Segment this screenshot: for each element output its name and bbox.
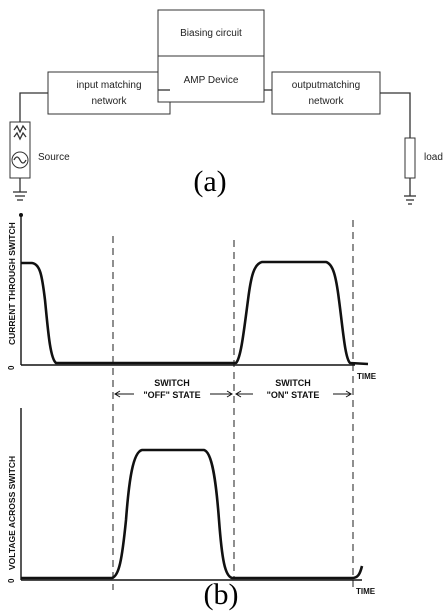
current-time-label: TIME [357, 372, 377, 381]
current-origin-label: 0 [7, 365, 16, 370]
biasing-circuit-label: Biasing circuit [180, 28, 242, 39]
current-y-title: CURRENT THROUGH SWITCH [7, 222, 17, 345]
voltage-y-title: VOLTAGE ACROSS SWITCH [7, 456, 17, 570]
biasing-circuit-block [157, 9, 265, 57]
input-matching-label-line2: network [91, 96, 127, 107]
voltage-plot: VOLTAGE ACROSS SWITCH 0 TIME [7, 408, 376, 596]
voltage-origin-label: 0 [7, 578, 16, 583]
output-matching-block [271, 71, 381, 115]
source-symbol [9, 121, 31, 201]
off-state-arrow [114, 390, 233, 398]
off-state-line1: SWITCH [154, 378, 190, 388]
voltage-waveform [21, 448, 364, 580]
wire-source-to-input [19, 92, 48, 122]
voltage-time-label: TIME [356, 587, 376, 596]
state-annotations: SWITCH "OFF" STATE SWITCH "ON" STATE [114, 378, 352, 400]
wire-output-to-load [380, 92, 411, 138]
on-state-line1: SWITCH [275, 378, 311, 388]
on-state-line2: "ON" STATE [267, 390, 320, 400]
current-waveform [21, 260, 369, 366]
amp-device-label: AMP Device [184, 75, 239, 86]
amp-device-block [157, 55, 265, 103]
on-state-arrow [235, 390, 352, 398]
input-matching-block [47, 71, 171, 115]
panel-a: Biasing circuit input matching network A… [9, 9, 443, 205]
load-symbol [404, 137, 416, 205]
output-matching-label-line2: network [308, 96, 344, 107]
panel-b-label: (b) [204, 578, 239, 611]
source-label: Source [38, 152, 70, 163]
output-matching-label-line1: outputmatching [292, 80, 360, 91]
current-plot: CURRENT THROUGH SWITCH 0 TIME [7, 213, 377, 381]
load-label: load [424, 152, 443, 163]
input-matching-label-line1: input matching [76, 80, 141, 91]
off-state-line2: "OFF" STATE [143, 390, 200, 400]
panel-b: CURRENT THROUGH SWITCH 0 TIME SWITCH "OF… [7, 213, 377, 611]
panel-a-label: (a) [193, 165, 226, 198]
